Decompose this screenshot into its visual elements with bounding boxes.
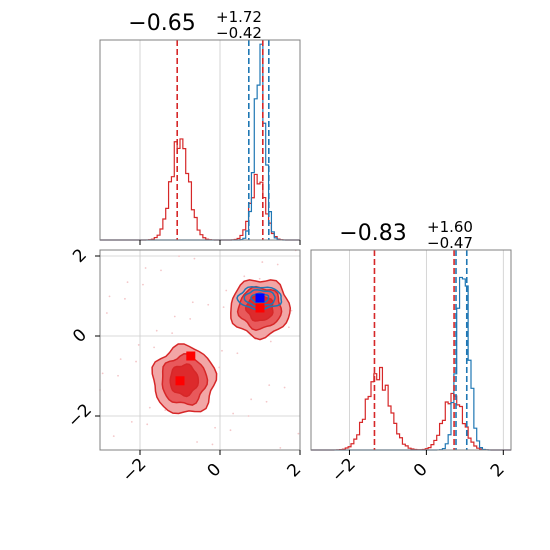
joint-ytick-label: 2 <box>69 245 91 267</box>
joint-marker-red <box>186 351 196 361</box>
hist-x-title-sup: +1.72 <box>216 8 262 26</box>
joint-sample-dot <box>144 267 147 269</box>
hist-x-panel: −0.65 +1.72−0.42 <box>99 8 301 245</box>
joint-sample-dot <box>153 346 156 349</box>
joint-sample-dot <box>290 309 293 312</box>
joint-sample-dot <box>146 423 149 426</box>
joint-sample-dot <box>137 344 140 346</box>
joint-sample-dot <box>250 398 253 401</box>
joint-sample-dot <box>193 257 196 260</box>
joint-sample-dot <box>189 318 192 320</box>
joint-sample-dot <box>148 406 151 409</box>
joint-xtick-label: 2 <box>284 460 306 482</box>
joint-sample-dot <box>243 275 246 278</box>
joint-sample-dot <box>119 358 122 361</box>
joint-sample-dot <box>222 306 225 309</box>
joint-sample-dot <box>236 352 239 355</box>
joint-sample-dot <box>225 289 228 292</box>
joint-sample-dot <box>191 301 194 304</box>
hist-y-panel: −2 0 2 −0.83 +1.60−0.47 <box>310 218 512 487</box>
joint-sample-dot <box>196 441 198 443</box>
hist-x-title-value: −0.65 <box>128 11 195 36</box>
joint-sample-dot <box>276 263 279 266</box>
joint-sample-dot <box>160 269 162 272</box>
joint-sample-dot <box>279 446 282 449</box>
hist-y-title-sup: +1.60 <box>427 218 473 236</box>
joint-sample-dot <box>105 312 108 314</box>
hist-y-hist-red <box>311 366 511 451</box>
joint-marker-blue <box>255 293 265 303</box>
joint-marker-red <box>255 303 265 313</box>
hist-y-xtick-label: 2 <box>487 460 509 482</box>
joint-ytick-label: 0 <box>69 325 91 347</box>
joint-sample-dot <box>297 432 300 435</box>
joint-xtick-label: −2 <box>119 455 151 487</box>
hist-y-xtick-label: 0 <box>410 460 432 482</box>
hist-x-hist-red <box>100 138 300 241</box>
joint-panel: −2 0 2 −2 0 2 <box>64 245 305 486</box>
joint-blue-contour <box>243 288 276 308</box>
joint-sample-dot <box>207 303 210 306</box>
joint-sample-dot <box>221 349 223 352</box>
hist-y-title-value: −0.83 <box>339 221 406 246</box>
joint-sample-dot <box>269 340 272 343</box>
joint-sample-dot <box>171 332 174 335</box>
joint-frame <box>99 249 301 451</box>
joint-sample-dot <box>101 372 104 375</box>
hist-x-hist-blue <box>100 43 300 241</box>
joint-sample-dot <box>232 412 235 415</box>
joint-sample-dot <box>112 435 115 437</box>
joint-ytick-label: −2 <box>64 400 96 432</box>
joint-sample-dot <box>164 409 167 412</box>
joint-sample-dot <box>247 415 250 417</box>
joint-sample-dot <box>126 281 129 284</box>
joint-blue-contour <box>236 286 283 311</box>
hist-y-frame <box>310 249 512 451</box>
hist-y-hist-blue <box>311 276 511 451</box>
joint-xtick-label: 0 <box>204 460 226 482</box>
joint-sample-dot <box>178 255 180 258</box>
joint-sample-dot <box>130 420 133 423</box>
joint-sample-dot <box>211 443 214 446</box>
joint-sample-dot <box>258 277 261 280</box>
joint-sample-dot <box>155 329 158 332</box>
joint-sample-dot <box>108 295 111 298</box>
joint-sample-dot <box>117 374 119 377</box>
joint-sample-dot <box>268 384 271 387</box>
joint-sample-dot <box>283 386 286 389</box>
joint-sample-dot <box>173 315 176 318</box>
joint-marker-red <box>175 376 185 386</box>
joint-sample-dot <box>265 400 268 403</box>
joint-sample-dot <box>142 283 144 286</box>
hist-y-title-sub: −0.47 <box>427 234 473 252</box>
joint-sample-dot <box>261 261 264 263</box>
hist-x-title-sub: −0.42 <box>216 24 262 42</box>
hist-y-xtick-label: −2 <box>328 455 360 487</box>
joint-sample-dot <box>135 360 137 363</box>
joint-sample-dot <box>124 297 126 300</box>
joint-sample-dot <box>214 426 216 429</box>
joint-sample-dot <box>287 326 290 329</box>
joint-sample-dot <box>229 429 232 432</box>
joint-sample-dot <box>218 366 221 369</box>
hist-x-frame <box>99 39 301 241</box>
